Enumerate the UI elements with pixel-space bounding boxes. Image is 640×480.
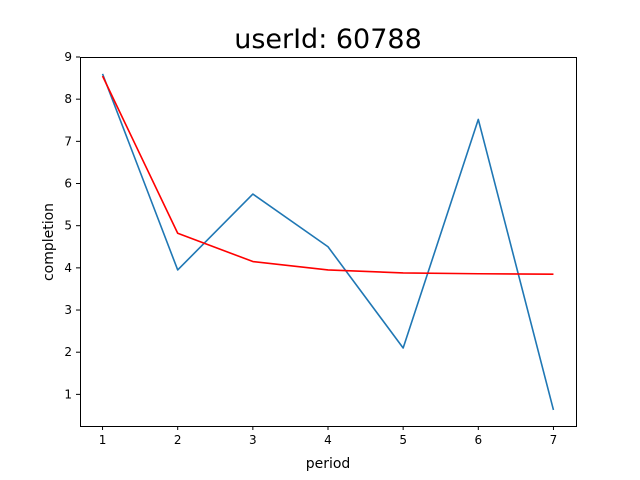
y-tick-label: 7 <box>64 134 72 148</box>
x-tick-label: 7 <box>550 433 558 447</box>
x-tick-label: 4 <box>324 433 332 447</box>
x-tick-label: 3 <box>249 433 257 447</box>
x-tick-label: 1 <box>99 433 107 447</box>
chart-title: userId: 60788 <box>234 24 422 55</box>
x-tick-label: 6 <box>474 433 482 447</box>
series-layer <box>101 73 555 411</box>
x-axis: 1 2 3 4 5 6 7 <box>99 426 558 447</box>
x-axis-label: period <box>306 456 351 472</box>
y-tick-label: 8 <box>64 92 72 106</box>
y-tick-label: 2 <box>64 345 72 359</box>
y-tick-label: 1 <box>64 387 72 401</box>
x-tick-label: 2 <box>174 433 182 447</box>
y-tick-label: 9 <box>64 50 72 64</box>
plot-frame <box>80 57 577 427</box>
y-tick-label: 3 <box>64 303 72 317</box>
series-line-completion <box>101 73 555 411</box>
y-tick-label: 6 <box>64 177 72 191</box>
y-tick-label: 5 <box>64 219 72 233</box>
x-tick-label: 5 <box>399 433 407 447</box>
y-axis: 1 2 3 4 5 6 7 8 9 <box>64 50 80 401</box>
y-tick-label: 4 <box>64 261 72 275</box>
series-line-trend <box>101 75 554 275</box>
y-axis-label: completion <box>41 203 57 281</box>
